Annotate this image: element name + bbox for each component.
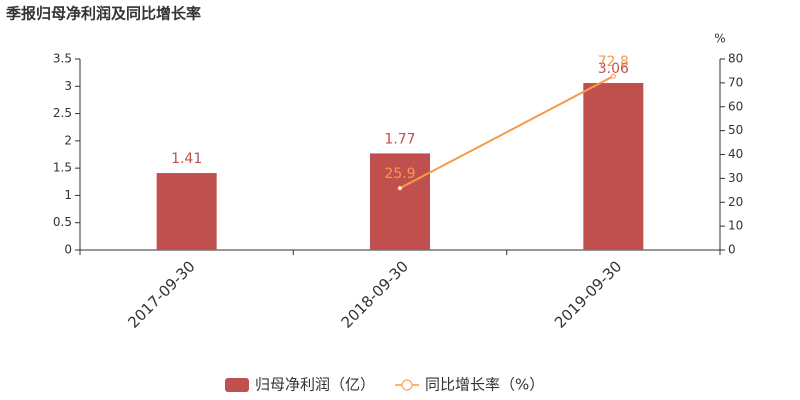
y2-tick-label: 80 — [728, 52, 743, 66]
bar — [583, 83, 644, 250]
legend-swatch-point — [401, 379, 413, 391]
y-tick-label: 0.5 — [53, 215, 72, 229]
bar — [370, 153, 430, 250]
line-value-label: 72.8 — [598, 54, 629, 70]
x-tick-label: 2019-09-30 — [551, 257, 625, 331]
y2-tick-label: 10 — [728, 219, 743, 233]
y2-tick-label: 50 — [728, 123, 743, 137]
line-point — [610, 73, 616, 79]
x-tick-label: 2018-09-30 — [338, 257, 412, 331]
legend-label: 同比增长率（%） — [425, 376, 544, 394]
y2-tick-label: 60 — [728, 99, 743, 113]
y-tick-label: 0 — [64, 243, 72, 257]
y2-axis-label: % — [714, 32, 725, 46]
y-tick-label: 1 — [64, 188, 72, 202]
y2-tick-label: 0 — [728, 243, 736, 257]
y-tick-label: 3 — [64, 79, 72, 93]
y2-tick-label: 40 — [728, 147, 743, 161]
bar-value-label: 1.77 — [384, 131, 415, 147]
y2-tick-label: 30 — [728, 171, 743, 185]
y-tick-label: 2 — [64, 133, 72, 147]
chart-title: 季报归母净利润及同比增长率 — [6, 5, 201, 23]
bar-value-label: 3.06 — [598, 61, 629, 77]
line-point — [397, 185, 403, 191]
y2-tick-label: 70 — [728, 75, 743, 89]
y-tick-label: 1.5 — [53, 161, 72, 175]
x-tick-label: 2017-09-30 — [124, 257, 198, 331]
bar-value-label: 1.41 — [171, 151, 202, 167]
y2-tick-label: 20 — [728, 195, 743, 209]
bar — [156, 173, 217, 250]
y-tick-label: 2.5 — [53, 106, 72, 120]
line — [399, 75, 614, 190]
line-value-label: 25.9 — [384, 166, 415, 182]
y-tick-label: 3.5 — [53, 52, 72, 66]
legend-label: 归母净利润（亿） — [255, 376, 375, 394]
legend-swatch — [225, 378, 249, 392]
